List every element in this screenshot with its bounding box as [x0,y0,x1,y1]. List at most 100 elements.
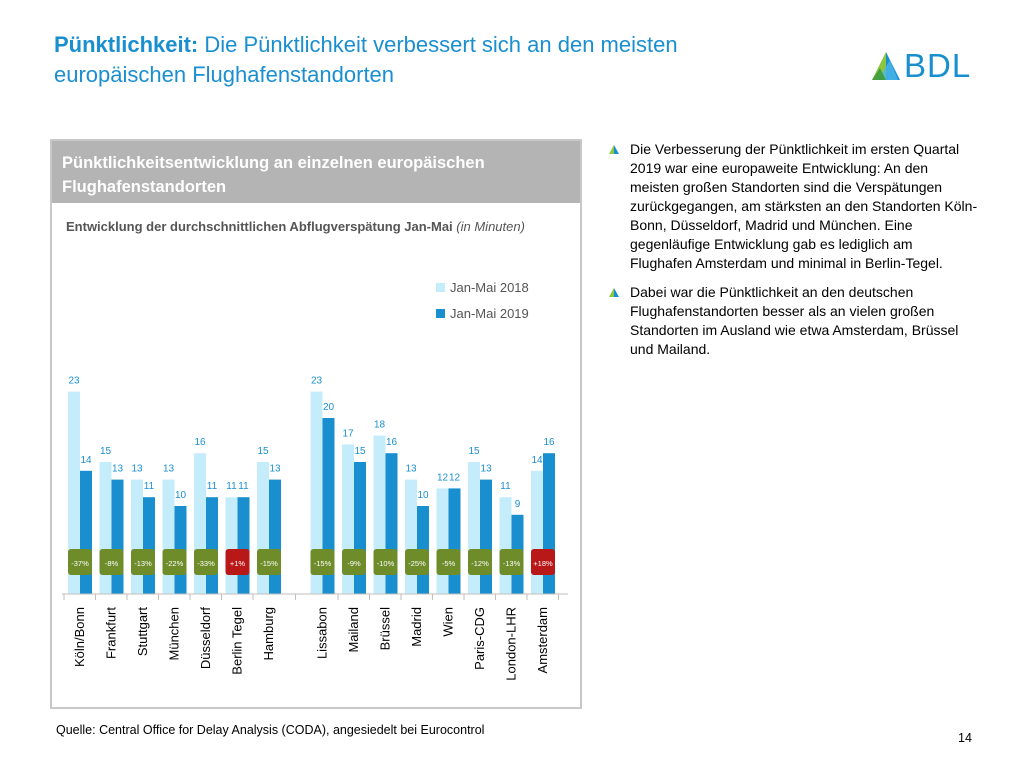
category-label: Lissabon [315,607,330,659]
bar-2019 [237,497,250,594]
category-label: Mailand [346,607,361,653]
data-label-2018: 18 [374,420,386,431]
bar-2018 [310,391,323,594]
bar-2019 [448,488,461,594]
data-label-2019: 13 [269,464,281,475]
change-badge [99,549,124,575]
bar-2019 [143,497,155,594]
category-label: München [167,607,182,660]
category-label: London-LHR [504,607,519,681]
change-badge [531,549,555,575]
change-label: -13% [503,559,521,568]
change-label: -9% [347,559,361,568]
bar-2019 [80,470,92,594]
category-label: Brüssel [378,607,393,650]
change-badge [468,549,492,575]
legend-label-2018: Jan-Mai 2018 [450,280,529,295]
change-label: -10% [377,559,395,568]
page-number: 14 [958,731,972,745]
data-label-2018: 15 [468,446,480,457]
bullet-icon [609,288,619,297]
data-label-2019: 14 [80,455,92,466]
bullet-item: Dabei war die Pünktlichkeit an den deuts… [608,283,978,359]
change-badge [342,549,366,575]
chart-panel: Pünktlichkeitsentwicklung an einzelnen e… [50,139,582,709]
change-label: -13% [134,559,152,568]
data-label-2018: 15 [257,446,269,457]
change-badge [162,549,187,575]
data-label-2018: 23 [311,376,323,387]
data-label-2018: 12 [437,472,449,483]
data-label-2018: 23 [68,376,80,387]
bar-2019 [111,479,124,594]
bdl-logo: BDL [868,46,978,86]
change-badge [131,549,155,575]
bar-2018 [162,479,175,594]
bullet-item: Die Verbesserung der Pünktlichkeit im er… [608,140,978,273]
change-badge [194,549,218,575]
data-label-2018: 14 [531,455,543,466]
category-label: Paris-CDG [472,607,487,670]
data-label-2018: 11 [500,481,511,492]
data-label-2018: 16 [194,437,206,448]
bdl-logo-icon [872,52,900,80]
change-label: -12% [471,559,489,568]
change-badge [405,549,429,575]
change-badge [436,549,461,575]
change-label: -25% [408,559,426,568]
data-label-2018: 11 [226,481,237,492]
data-label-2019: 10 [175,490,187,501]
data-label-2019: 11 [207,481,218,492]
data-label-2018: 15 [100,446,112,457]
legend-label-2019: Jan-Mai 2019 [450,306,529,321]
data-label-2019: 20 [323,402,335,413]
category-label: Wien [441,607,456,637]
bullet-text-1: Die Verbesserung der Pünktlichkeit im er… [630,141,978,271]
category-label: Düsseldorf [198,607,213,670]
category-label: Frankfurt [104,607,119,659]
bar-2018 [436,488,449,594]
bar-2018 [405,479,417,594]
bullet-icon [609,145,619,154]
legend-swatch-2019 [436,309,445,318]
data-label-2019: 10 [417,490,429,501]
change-badge [499,549,524,575]
chart-title-text: Entwicklung der durchschnittlichen Abflu… [66,219,453,234]
logo-text: BDL [904,47,972,84]
change-badge [257,549,281,575]
change-badge [310,549,335,575]
chart-title: Entwicklung der durchschnittlichen Abflu… [66,219,566,234]
data-label-2019: 13 [112,464,124,475]
panel-heading: Pünktlichkeitsentwicklung an einzelnen e… [52,141,580,203]
bar-2018 [225,497,238,594]
bar-2019 [480,479,492,594]
change-badge [68,549,92,575]
bullet-list: Die Verbesserung der Pünktlichkeit im er… [608,140,978,369]
bullet-text-2: Dabei war die Pünktlichkeit an den deuts… [630,284,959,357]
data-label-2019: 12 [449,472,461,483]
data-label-2018: 17 [342,428,354,439]
title-rest: Die Pünktlichkeit verbessert sich an den… [54,32,678,87]
data-label-2019: 16 [386,437,398,448]
bar-2018 [531,470,543,594]
data-label-2019: 16 [543,437,555,448]
change-label: -33% [197,559,215,568]
category-label: Berlin Tegel [230,607,245,675]
change-badge [225,549,250,575]
change-label: +18% [533,559,553,568]
bar-chart: 2314-37%Köln/Bonn1513-8%Frankfurt1311-13… [62,280,568,681]
data-label-2018: 13 [163,464,175,475]
bar-2018 [131,479,143,594]
bar-2018 [499,497,512,594]
change-badge [373,549,398,575]
bar-2019 [206,497,218,594]
change-label: -5% [442,559,456,568]
data-label-2019: 11 [144,481,155,492]
category-label: Hamburg [261,607,276,660]
legend-swatch-2018 [436,283,445,292]
change-label: -15% [260,559,278,568]
source-note: Quelle: Central Office for Delay Analysi… [56,723,485,737]
title-bold: Pünktlichkeit: [54,32,199,57]
change-label: -37% [71,559,89,568]
category-label: Köln/Bonn [72,607,87,667]
